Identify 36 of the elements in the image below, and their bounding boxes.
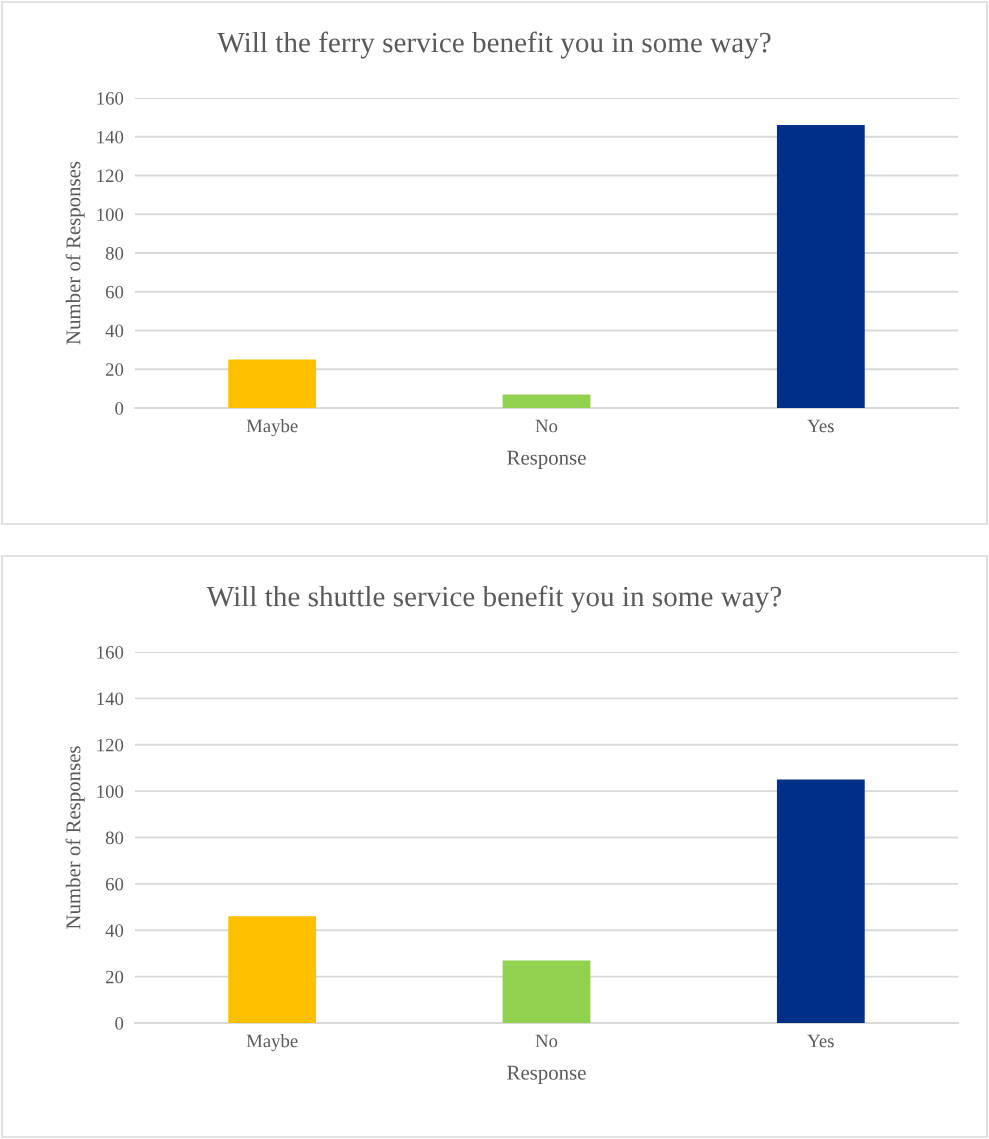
y-tick-label: 80 <box>105 247 124 260</box>
bar <box>228 359 317 408</box>
y-tick-label: 60 <box>105 877 124 891</box>
y-tick-label: 140 <box>97 130 124 144</box>
x-axis-title: Response <box>507 450 586 469</box>
y-tick-label: 20 <box>105 970 124 984</box>
y-tick-label: 60 <box>105 285 124 299</box>
x-tick-label: Maybe <box>246 419 298 437</box>
bar <box>228 916 317 1023</box>
y-axis-title: Number of Responses <box>65 161 85 345</box>
y-tick-label: 80 <box>105 831 124 845</box>
y-tick-label: 160 <box>97 92 124 105</box>
y-tick-label: 100 <box>97 208 124 221</box>
y-tick-label: 40 <box>105 924 124 937</box>
y-tick-label: 160 <box>97 646 124 659</box>
y-tick-label: 120 <box>97 169 124 183</box>
y-tick-label: 120 <box>97 738 124 752</box>
x-axis-title: Response <box>507 1065 586 1084</box>
y-tick-label: 20 <box>105 363 124 376</box>
y-axis-title: Number of Responses <box>65 746 85 929</box>
x-tick-label: No <box>535 1034 558 1048</box>
x-tick-label: No <box>535 419 558 433</box>
y-tick-label: 100 <box>97 785 124 798</box>
x-tick-label: Maybe <box>246 1034 298 1052</box>
x-tick-label: Yes <box>807 1034 834 1048</box>
y-tick-label: 40 <box>105 324 124 338</box>
y-tick-label: 0 <box>115 1017 124 1030</box>
x-tick-label: Yes <box>807 419 834 433</box>
chart-title: Will the ferry service benefit you in some way? <box>217 31 771 59</box>
bar <box>776 779 865 1023</box>
bar <box>776 125 865 408</box>
chart-title: Will the shuttle service benefit you in some way? <box>206 585 782 613</box>
y-tick-label: 0 <box>115 402 124 415</box>
bar <box>502 394 591 408</box>
y-tick-label: 140 <box>97 692 124 706</box>
bar <box>502 960 591 1023</box>
